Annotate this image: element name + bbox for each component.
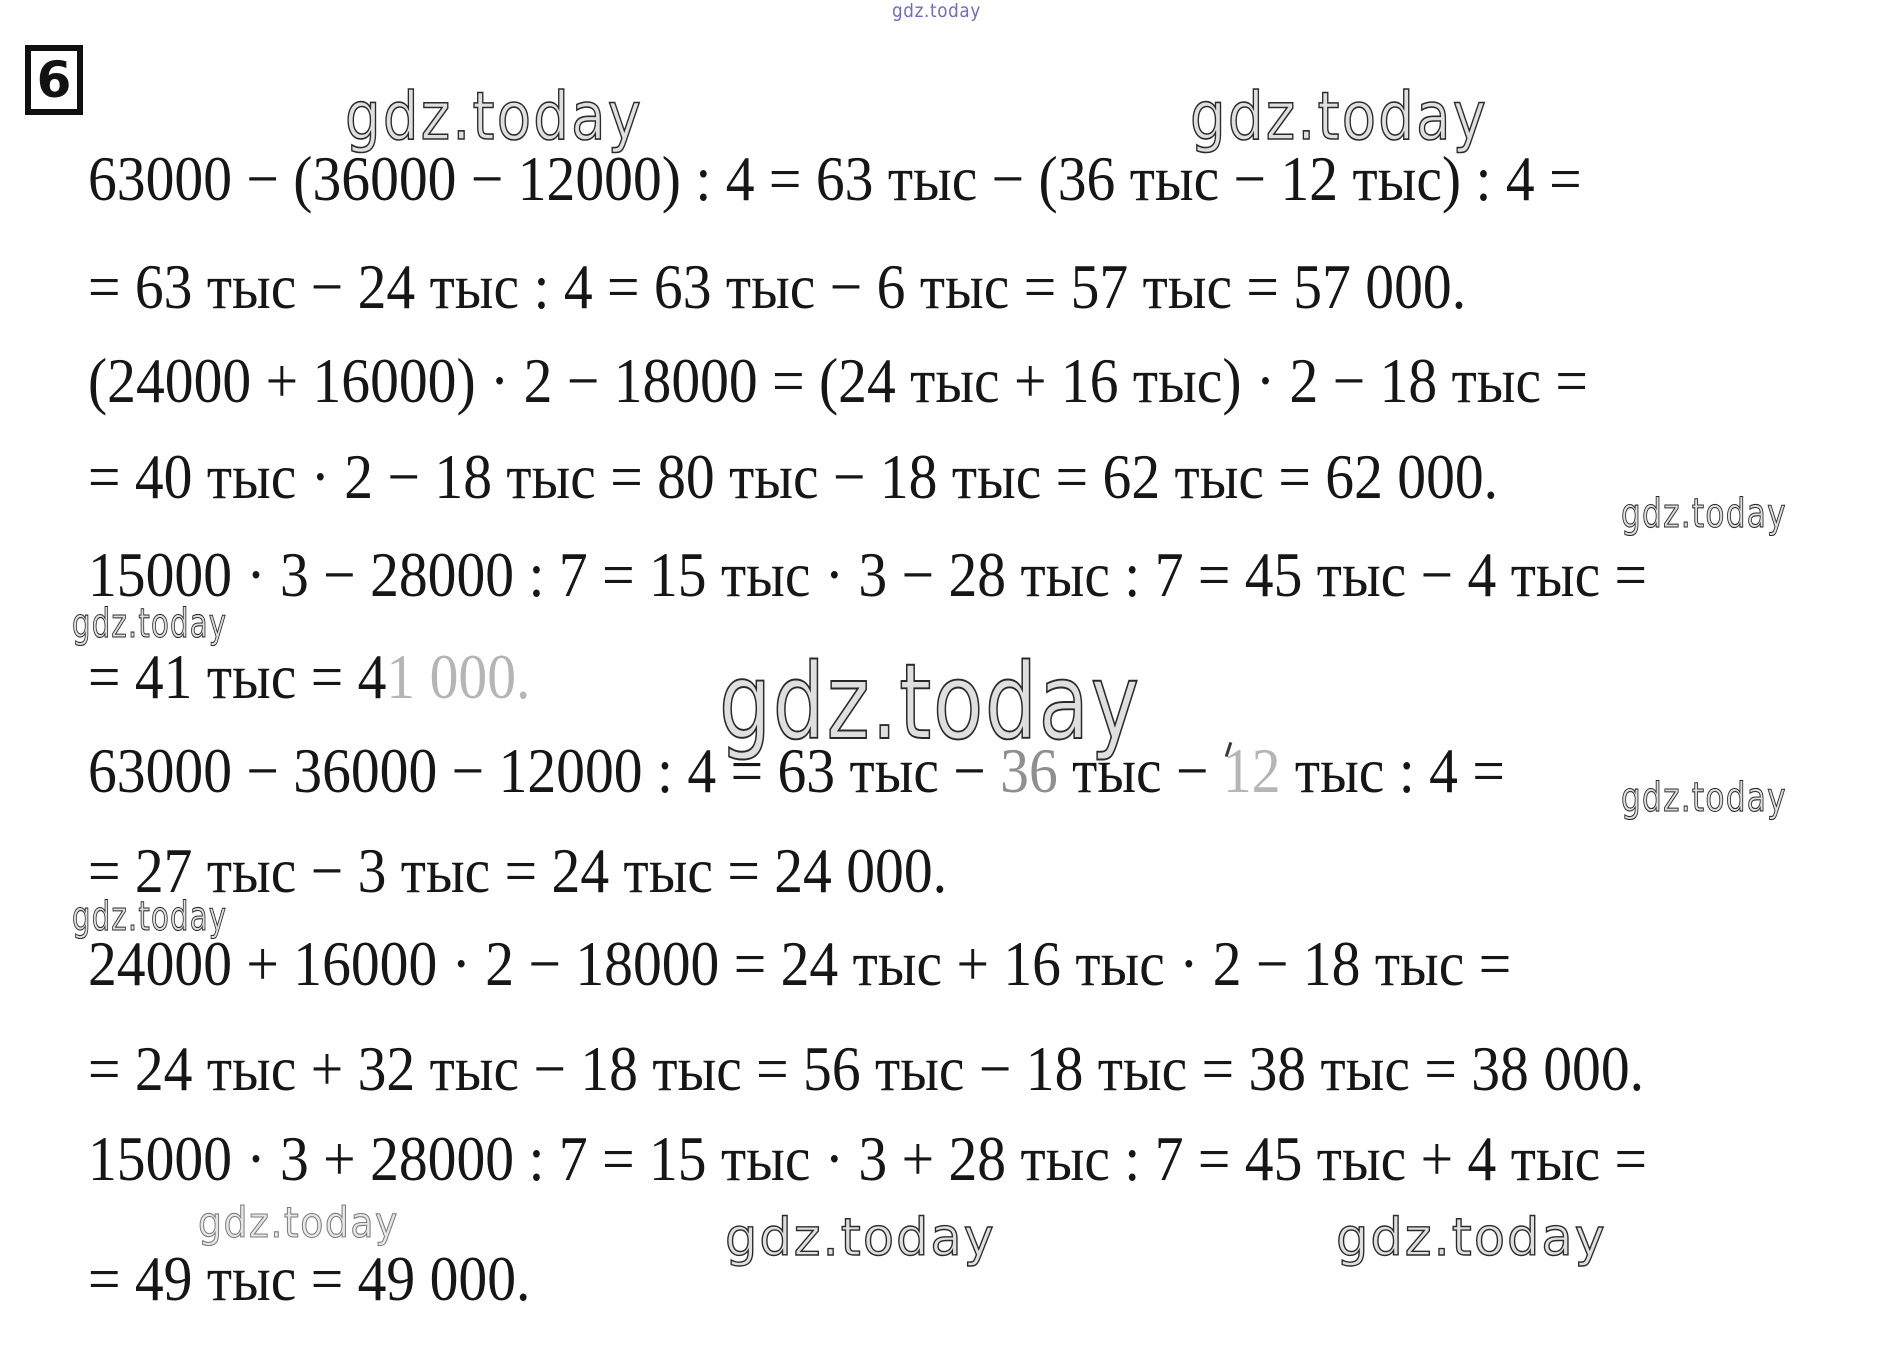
equation-segment: 36 <box>1000 735 1058 806</box>
equation-segment: = 63 тыс − 24 тыс : 4 = 63 тыс − 6 тыс =… <box>88 251 1467 322</box>
equation-line: = 41 тыс = 41 000. <box>88 645 530 709</box>
watermark-right-lower: gdz.today <box>1621 775 1787 821</box>
equation-segment: (24000 + 16000) · 2 − 18000 = (24 тыс + … <box>88 345 1588 416</box>
equation-line: 15000 · 3 + 28000 : 7 = 15 тыс · 3 + 28 … <box>88 1127 1647 1191</box>
watermark-center-large: gdz.today <box>718 641 1141 763</box>
equation-line: = 40 тыс · 2 − 18 тыс = 80 тыс − 18 тыс … <box>88 445 1498 509</box>
equation-segment: тыс : 4 = <box>1280 735 1505 806</box>
watermark-bottom-right: gdz.today <box>1335 1208 1607 1268</box>
equation-segment: 1 000. <box>386 641 531 712</box>
equation-segment: 63000 − (36000 − 12000) : 4 = 63 тыс − (… <box>88 143 1582 214</box>
equation-segment: = 24 тыс + 32 тыс − 18 тыс = 56 тыс − 18… <box>88 1033 1645 1104</box>
equation-line: (24000 + 16000) · 2 − 18000 = (24 тыс + … <box>88 349 1588 413</box>
equation-line: = 49 тыс = 49 000. <box>88 1247 530 1311</box>
equation-line: 24000 + 16000 · 2 − 18000 = 24 тыс + 16 … <box>88 932 1511 996</box>
equation-line: = 63 тыс − 24 тыс : 4 = 63 тыс − 6 тыс =… <box>88 255 1466 319</box>
equation-segment: 24000 + 16000 · 2 − 18000 = 24 тыс + 16 … <box>88 928 1512 999</box>
equation-segment: = 49 тыс = 49 000. <box>88 1243 531 1314</box>
watermark-top-center: gdz.today <box>892 0 981 22</box>
equation-segment: = 40 тыс · 2 − 18 тыс = 80 тыс − 18 тыс … <box>88 441 1499 512</box>
watermark-bottom-center: gdz.today <box>724 1208 996 1268</box>
equation-line: 63000 − (36000 − 12000) : 4 = 63 тыс − (… <box>88 147 1582 211</box>
equation-segment: = 27 тыс − 3 тыс = 24 тыс = 24 000. <box>88 835 948 906</box>
watermark-bottom-left: gdz.today <box>198 1198 399 1247</box>
equation-segment: = 41 тыс = 4 <box>88 641 387 712</box>
watermark-header-right: gdz.today <box>1189 78 1489 155</box>
watermark-header-left: gdz.today <box>344 78 644 155</box>
equation-segment: 15000 · 3 − 28000 : 7 = 15 тыс · 3 − 28 … <box>88 539 1648 610</box>
equation-line: = 24 тыс + 32 тыс − 18 тыс = 56 тыс − 18… <box>88 1037 1644 1101</box>
watermark-left-upper: gdz.today <box>72 601 228 647</box>
equation-segment: 12 <box>1222 735 1281 806</box>
equation-line: 63000 − 36000 − 12000 : 4 = 63 тыс − 36 … <box>88 739 1505 803</box>
equation-line: 15000 · 3 − 28000 : 7 = 15 тыс · 3 − 28 … <box>88 543 1647 607</box>
equation-segment: 15000 · 3 + 28000 : 7 = 15 тыс · 3 + 28 … <box>88 1123 1648 1194</box>
watermark-right-upper: gdz.today <box>1621 491 1787 537</box>
problem-number: 6 <box>36 51 72 109</box>
equation-segment: 63000 − 36000 − 12000 : 4 = 63 тыс − <box>88 735 1001 806</box>
equation-line: = 27 тыс − 3 тыс = 24 тыс = 24 000. <box>88 839 947 903</box>
equation-segment: тыс − <box>1057 735 1223 806</box>
watermark-left-lower: gdz.today <box>72 894 228 940</box>
problem-number-box: 6 <box>25 45 83 115</box>
